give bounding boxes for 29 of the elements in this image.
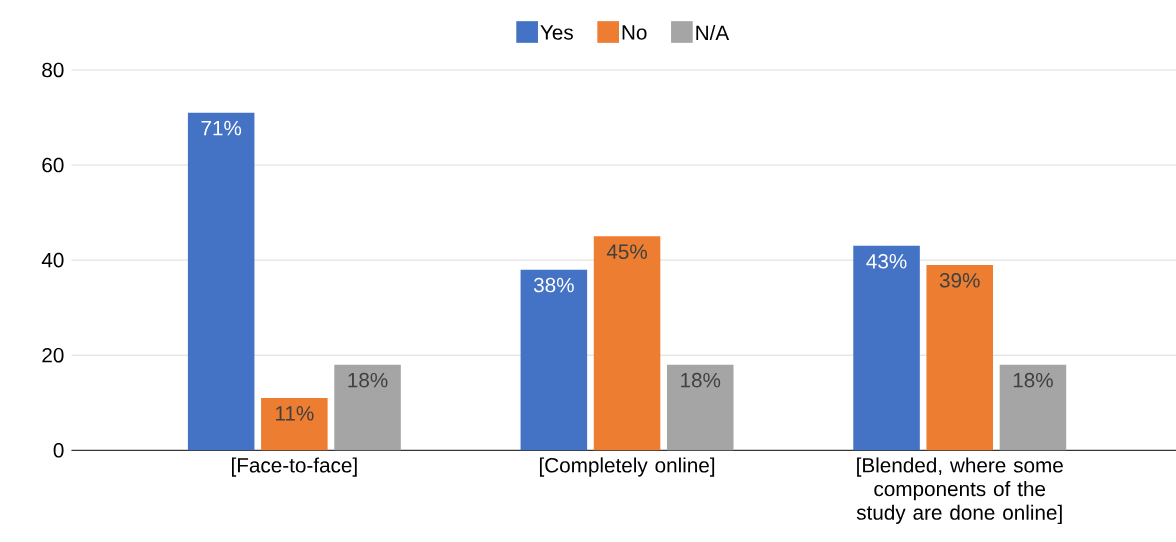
x-tick-label: [Blended, where some components of the study are done online]	[856, 457, 1063, 524]
bar	[334, 364, 401, 451]
bar	[999, 364, 1067, 451]
data-label: 18%	[681, 372, 721, 388]
legend-label: No	[622, 25, 647, 40]
bar	[853, 245, 920, 451]
data-label: 18%	[348, 372, 388, 388]
data-label: 18%	[1013, 372, 1053, 388]
data-label: 39%	[939, 273, 980, 288]
y-tick-label: 20	[42, 347, 64, 363]
y-tick-label: 0	[53, 443, 64, 458]
bar	[187, 112, 255, 451]
legend-label: Yes	[540, 25, 573, 40]
data-label: 45%	[606, 244, 648, 260]
bar	[520, 269, 588, 451]
y-tick-label: 80	[42, 62, 64, 78]
data-label: 38%	[533, 277, 574, 293]
data-label: 43%	[866, 253, 907, 269]
bar	[261, 398, 328, 451]
x-tick-label: [Completely online]	[539, 457, 715, 477]
legend-label: N/A	[696, 24, 730, 41]
data-label: 71%	[201, 120, 242, 136]
y-tick-label: 40	[41, 252, 64, 268]
data-label: 11%	[275, 406, 314, 421]
bar	[593, 236, 661, 451]
bar	[926, 264, 994, 451]
bar	[666, 364, 734, 451]
x-tick-label: [Face-to-face]	[232, 457, 357, 477]
y-tick-label: 60	[42, 157, 64, 173]
